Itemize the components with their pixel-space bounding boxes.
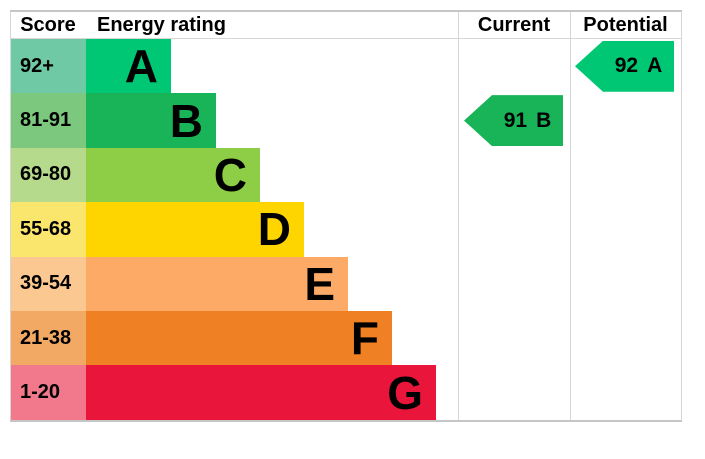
score-cell: 81-91: [10, 93, 86, 148]
score-range-label: 69-80: [20, 163, 72, 186]
header-energy-rating: Energy rating: [97, 14, 226, 36]
epc-table: Score Energy rating Current Potential 92…: [10, 10, 682, 422]
grade-letter: E: [304, 257, 335, 310]
band-bar-b: B: [86, 93, 216, 148]
band-bar-a: A: [86, 39, 171, 94]
band-row-b: 81-91 B: [10, 93, 682, 148]
table-left-border: [10, 12, 11, 420]
potential-rating-grade: A: [647, 54, 663, 78]
grade-letter: B: [169, 94, 203, 147]
header-current: Current: [477, 14, 551, 36]
band-row-f: 21-38 F: [10, 310, 682, 366]
score-range-label: 81-91: [20, 109, 72, 132]
score-cell: 39-54: [10, 256, 86, 311]
grade-letter: G: [387, 366, 423, 419]
current-rating-grade: B: [536, 108, 552, 132]
band-bar-f: F: [86, 310, 392, 366]
grade-letter: C: [213, 148, 247, 201]
score-cell: 21-38: [10, 310, 86, 366]
band-row-c: 69-80 C: [10, 147, 682, 203]
score-cell: 55-68: [10, 202, 86, 257]
header-potential: Potential: [583, 14, 668, 36]
band-bar-d: D: [86, 202, 304, 257]
potential-column-divider: [570, 12, 571, 420]
score-range-label: 55-68: [20, 217, 72, 240]
band-rows: 92+ A 81-91 B 69-80 C 55-68 D 39-54 E 21…: [10, 39, 682, 420]
score-range-label: 92+: [20, 54, 54, 77]
header-score: Score: [20, 14, 76, 36]
grade-letter: D: [257, 203, 291, 256]
band-bar-e: E: [86, 256, 348, 311]
grade-letter: A: [124, 40, 158, 93]
band-row-d: 55-68 D: [10, 202, 682, 257]
score-cell: 69-80: [10, 147, 86, 203]
band-row-e: 39-54 E: [10, 256, 682, 311]
current-column-divider: [458, 12, 459, 420]
band-bar-c: C: [86, 147, 260, 203]
band-row-a: 92+ A: [10, 39, 682, 94]
score-range-label: 21-38: [20, 326, 72, 349]
score-cell: 92+: [10, 39, 86, 94]
band-bar-g: G: [86, 365, 436, 420]
grade-letter: F: [350, 312, 379, 365]
score-range-label: 1-20: [20, 381, 61, 404]
current-rating-value: 91: [503, 108, 528, 132]
band-row-g: 1-20 G: [10, 365, 682, 420]
score-range-label: 39-54: [20, 272, 72, 295]
score-cell: 1-20: [10, 365, 86, 420]
potential-rating-value: 92: [614, 54, 639, 78]
table-header: Score Energy rating Current Potential: [10, 12, 682, 39]
table-right-border: [681, 12, 682, 420]
